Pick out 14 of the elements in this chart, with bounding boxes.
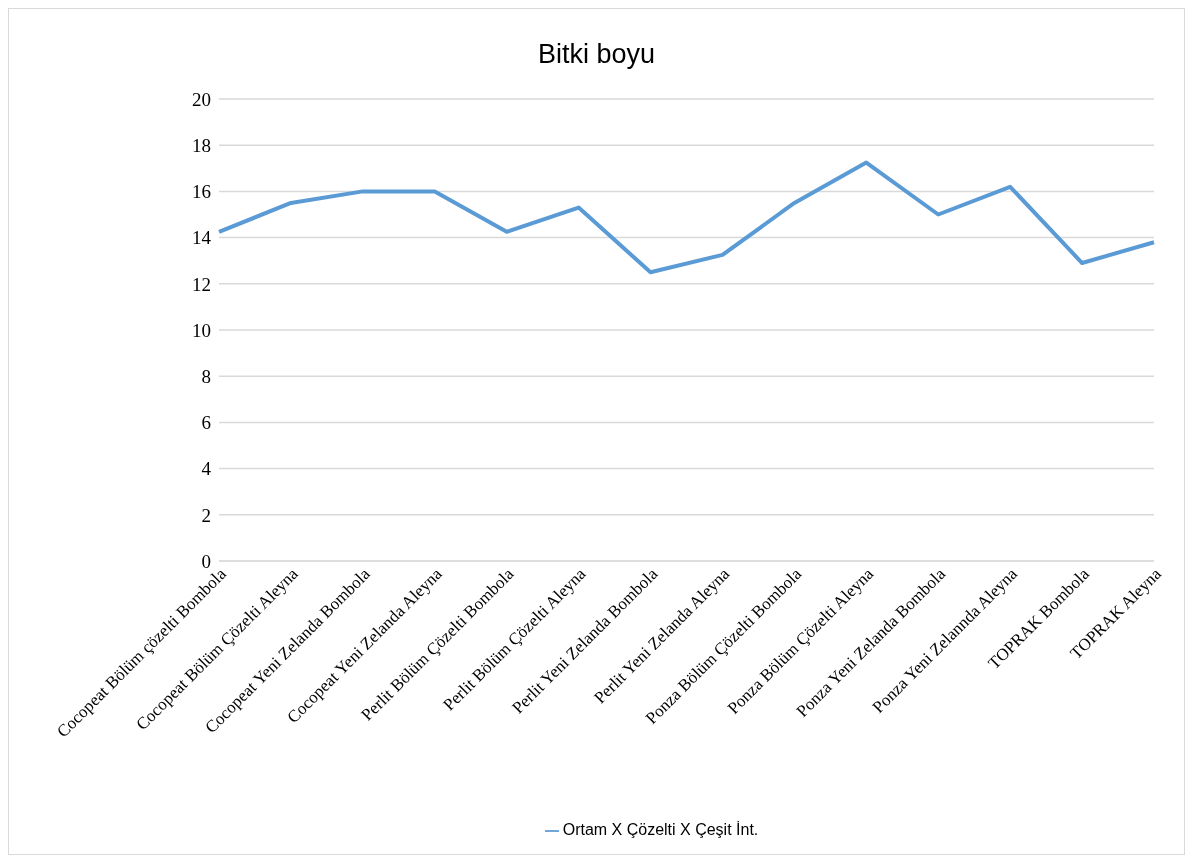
y-tick-label: 6	[201, 412, 211, 434]
y-tick-label: 12	[192, 273, 211, 295]
line-series	[217, 160, 1156, 275]
chart-title: Bitki boyu	[536, 39, 657, 71]
y-tick-label: 16	[192, 181, 211, 203]
y-tick-label: 4	[201, 458, 212, 480]
y-tick-label: 2	[201, 504, 211, 526]
legend-label: Ortam X Çözelti X Çeşit İnt.	[562, 821, 759, 838]
y-tick-label: 14	[192, 227, 212, 249]
y-tick-label: 20	[192, 88, 211, 110]
y-tick-label: 0	[201, 550, 211, 572]
y-tick-label: 8	[201, 365, 211, 387]
y-tick-label: 18	[192, 134, 211, 156]
y-tick-label: 10	[192, 319, 211, 341]
